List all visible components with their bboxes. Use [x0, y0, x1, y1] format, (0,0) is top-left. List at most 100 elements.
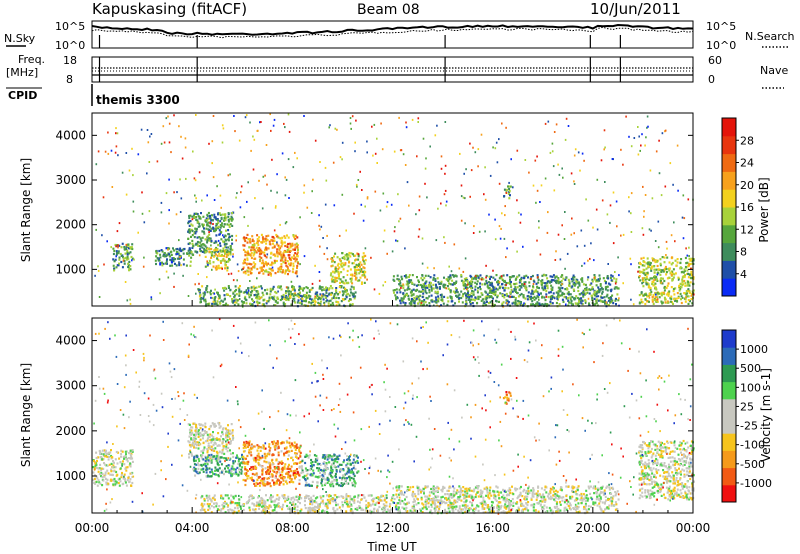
heatmap-speckle [285, 286, 288, 289]
heatmap-speckle [212, 115, 215, 117]
heatmap-cell [209, 237, 212, 240]
heatmap-speckle [435, 239, 438, 242]
heatmap-cell [234, 301, 236, 304]
heatmap-speckle [561, 283, 563, 286]
heatmap-cell [197, 435, 200, 438]
heatmap-cell [638, 275, 641, 278]
heatmap-cell [230, 440, 232, 443]
heatmap-cell [454, 290, 457, 294]
heatmap-cell [477, 286, 480, 290]
heatmap-cell [446, 303, 449, 306]
heatmap-cell [526, 298, 529, 301]
heatmap-cell [531, 297, 534, 300]
heatmap-cell [284, 463, 287, 466]
heatmap-speckle [240, 185, 243, 188]
heatmap-cell [329, 471, 332, 474]
heatmap-speckle [498, 225, 501, 228]
heatmap-cell [679, 292, 682, 295]
heatmap-cell [668, 290, 671, 293]
heatmap-speckle [405, 126, 408, 129]
heatmap-cell [289, 474, 292, 478]
heatmap-cell [241, 455, 244, 459]
heatmap-speckle [474, 151, 477, 154]
heatmap-cell [195, 227, 198, 231]
heatmap-cell [223, 473, 225, 476]
heatmap-cell [197, 457, 200, 461]
heatmap-cell [112, 247, 115, 250]
heatmap-cell [360, 282, 363, 285]
heatmap-cell [492, 297, 494, 300]
heatmap-cell [331, 270, 334, 273]
heatmap-cell [435, 285, 438, 288]
heatmap-cell [98, 481, 101, 484]
heatmap-cell [656, 293, 659, 296]
heatmap-cell [665, 268, 668, 271]
heatmap-speckle [657, 220, 660, 223]
heatmap-cell [313, 297, 316, 300]
heatmap-cell [226, 434, 229, 437]
heatmap-speckle [687, 198, 690, 201]
heatmap-cell [177, 252, 180, 255]
heatmap-cell [661, 256, 664, 259]
heatmap-speckle [415, 213, 417, 216]
heatmap-cell [223, 255, 226, 258]
heatmap-cell [408, 274, 411, 277]
heatmap-cell [215, 234, 218, 237]
heatmap-cell [435, 283, 437, 286]
heatmap-cell [519, 279, 521, 282]
heatmap-cell [123, 247, 126, 250]
heatmap-cell [206, 448, 209, 451]
heatmap-cell [278, 475, 281, 478]
heatmap-speckle [326, 247, 328, 250]
heatmap-cell [224, 267, 227, 270]
heatmap-speckle [148, 210, 151, 213]
heatmap-speckle [418, 228, 421, 231]
heatmap-cell [578, 301, 581, 304]
heatmap-speckle [227, 174, 230, 177]
heatmap-cell [193, 232, 196, 235]
heatmap-cell [127, 243, 130, 246]
heatmap-cell [348, 251, 351, 255]
colorbar-swatch [722, 153, 736, 172]
heatmap-cell [610, 279, 613, 282]
heatmap-cell [107, 458, 110, 461]
heatmap-cell [253, 266, 256, 269]
heatmap-cell [251, 235, 254, 238]
heatmap-speckle [628, 135, 630, 138]
heatmap-cell [652, 259, 655, 262]
heatmap-speckle [505, 126, 507, 129]
heatmap-speckle [612, 158, 614, 161]
heatmap-cell [224, 263, 227, 266]
heatmap-cell [186, 252, 188, 255]
heatmap-cell [340, 263, 342, 266]
heatmap-cell [211, 422, 214, 425]
heatmap-cell [284, 257, 287, 260]
heatmap-cell [224, 249, 227, 252]
heatmap-speckle [506, 247, 508, 250]
heatmap-speckle [232, 253, 234, 256]
heatmap-cell [668, 267, 671, 270]
heatmap-cell [284, 451, 287, 454]
heatmap-speckle [581, 264, 583, 267]
heatmap-cell [308, 454, 311, 457]
heatmap-cell [197, 244, 199, 247]
heatmap-cell [345, 289, 348, 292]
heatmap-cell [124, 252, 127, 255]
heatmap-cell [246, 257, 249, 260]
heatmap-cell [307, 294, 310, 297]
heatmap-cell [333, 271, 336, 274]
heatmap-cell [354, 291, 357, 294]
heatmap-cell [250, 466, 253, 469]
heatmap-cell [283, 250, 286, 253]
heatmap-cell [231, 224, 234, 227]
heatmap-speckle [256, 277, 258, 280]
heatmap-cell [226, 304, 229, 307]
heatmap-speckle [545, 295, 548, 298]
heatmap-cell [296, 251, 299, 254]
heatmap-cell [103, 449, 106, 452]
heatmap-cell [498, 300, 500, 303]
heatmap-cell [204, 249, 207, 252]
heatmap-cell [224, 213, 227, 216]
heatmap-cell [441, 299, 444, 303]
heatmap-cell [217, 291, 219, 294]
